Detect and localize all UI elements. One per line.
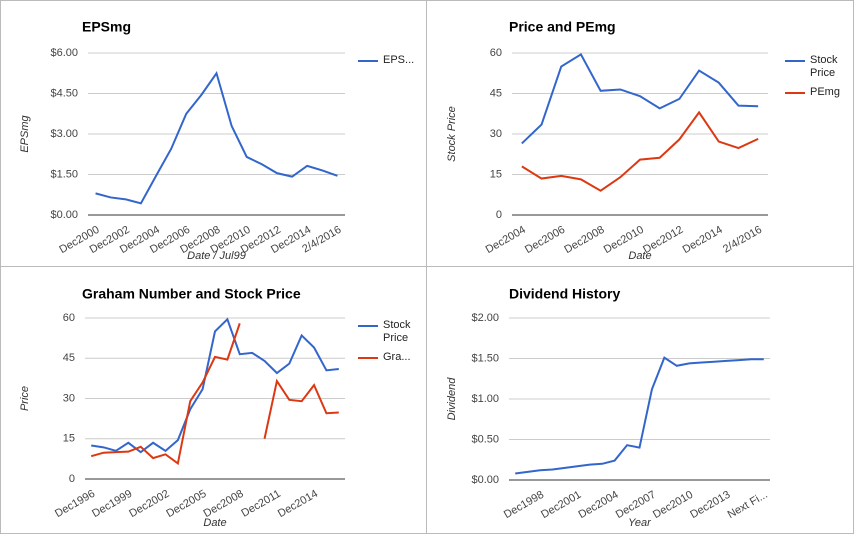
x-tick-label: Dec2008 [562,224,606,256]
x-tick-label: Dec2001 [539,489,583,521]
x-tick-label: Dec1998 [502,489,546,521]
series-line [95,70,338,205]
panel-border [426,266,854,534]
x-tick-label: Dec2002 [127,488,171,520]
legend-label: Gra... [383,351,411,363]
x-tick-label: Dec2014 [276,488,320,520]
chart-title: Graham Number and Stock Price [82,286,301,302]
x-tick-label: Dec2013 [688,489,732,521]
x-tick-label: Dec2005 [164,488,208,520]
y-tick-label: 30 [63,392,75,404]
y-tick-label: 45 [63,352,75,364]
legend-item: Stock Price [810,54,838,79]
series-line [521,52,759,145]
y-tick-label: 0 [496,209,502,221]
y-tick-label: 15 [63,433,75,445]
series-line [90,323,339,466]
legend-label: Stock Price [383,319,411,344]
y-tick-label: $0.00 [471,474,499,486]
x-axis-title: Date [203,517,226,529]
y-axis-title: Price [19,386,31,411]
legend-item: Gra... [383,351,411,363]
x-tick-label: Dec2006 [523,224,567,256]
x-tick-label: Next Fi... [726,489,770,521]
x-axis-title: Date [628,250,651,262]
x-axis-title: Year [628,517,652,529]
x-tick-label: 2/4/2016 [721,224,764,256]
series-line [515,356,764,475]
y-tick-label: 0 [69,473,75,485]
series-line [521,110,759,192]
y-tick-label: $1.50 [471,352,499,364]
y-tick-label: $4.50 [50,87,78,99]
y-tick-label: $6.00 [50,47,78,59]
y-tick-label: $0.00 [50,209,78,221]
chart-title: EPSmg [82,19,131,35]
y-tick-label: 45 [490,87,502,99]
y-tick-label: $2.00 [471,312,499,324]
y-tick-label: $0.50 [471,433,499,445]
y-axis-title: Dividend [446,377,458,421]
x-tick-label: Dec2004 [576,489,620,521]
y-tick-label: $1.00 [471,393,499,405]
legend-label: EPS... [383,54,415,66]
x-tick-label: Dec2008 [202,488,246,520]
y-tick-label: 15 [490,168,502,180]
y-tick-label: 60 [63,312,75,324]
y-tick-label: $1.50 [50,168,78,180]
x-tick-label: Dec1996 [53,488,97,520]
x-tick-label: Dec2011 [239,488,282,520]
y-axis-title: Stock Price [446,106,458,162]
legend-item: Stock Price [383,319,411,344]
y-axis-title: EPSmg [19,114,31,152]
x-tick-label: Dec1999 [90,488,134,520]
x-tick-label: Dec2010 [651,489,695,521]
legend-item: PEmg [810,86,840,98]
y-tick-label: 30 [490,128,502,140]
chart-title: Price and PEmg [509,19,616,35]
chart-title: Dividend History [509,286,620,302]
legend-label: Stock Price [810,54,838,79]
x-tick-label: Dec2004 [484,224,528,256]
legend-item: EPS... [383,54,415,66]
x-axis-title: Date / Jul99 [187,250,246,262]
y-tick-label: 60 [490,47,502,59]
series-line [91,317,339,454]
y-tick-label: $3.00 [50,128,78,140]
x-tick-label: Dec2014 [681,224,725,256]
legend-label: PEmg [810,86,840,98]
